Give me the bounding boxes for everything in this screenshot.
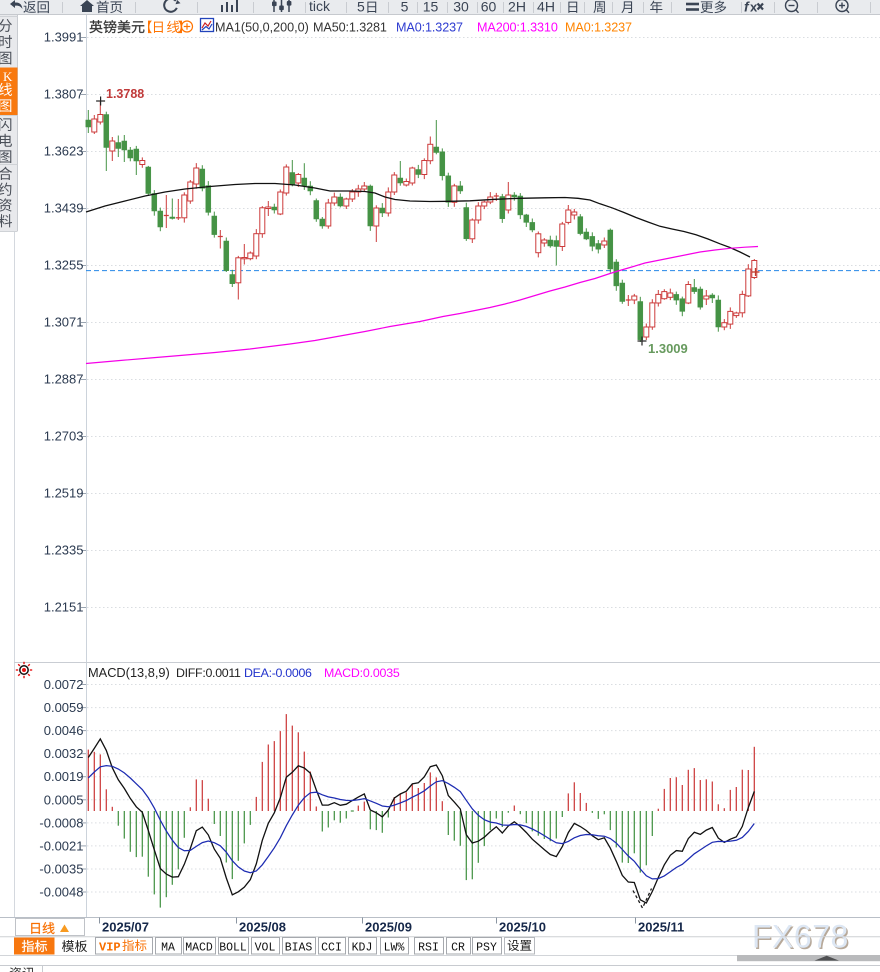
svg-text:5: 5 [357, 0, 365, 15]
svg-text:2025/10: 2025/10 [499, 920, 546, 935]
svg-text:1.2887: 1.2887 [44, 372, 84, 387]
svg-text:MACD(13,8,9): MACD(13,8,9) [88, 665, 170, 680]
svg-text:FX678: FX678 [754, 920, 851, 956]
svg-text:0.0059: 0.0059 [44, 700, 84, 715]
svg-text:1.3807: 1.3807 [44, 87, 84, 102]
svg-text:MA50:1.3281: MA50:1.3281 [313, 21, 387, 35]
svg-text:1.2519: 1.2519 [44, 486, 84, 501]
svg-text:1.3071: 1.3071 [44, 315, 84, 330]
svg-text:1.3623: 1.3623 [44, 144, 84, 159]
svg-text:DIFF:0.0011: DIFF:0.0011 [176, 666, 241, 680]
svg-text:4H: 4H [537, 0, 555, 15]
svg-text:MA: MA [161, 942, 175, 955]
svg-text:VIP: VIP [99, 941, 121, 955]
svg-text:0.0032: 0.0032 [44, 746, 84, 761]
svg-text:1.2335: 1.2335 [44, 543, 84, 558]
svg-text:MACD:0.0035: MACD:0.0035 [324, 666, 400, 680]
svg-text:-0.0035: -0.0035 [39, 862, 83, 877]
svg-text:1.3009: 1.3009 [648, 341, 688, 356]
svg-text:0.0005: 0.0005 [44, 792, 84, 807]
svg-text:K: K [3, 69, 13, 84]
svg-text:0.0019: 0.0019 [44, 769, 84, 784]
svg-text:1.2151: 1.2151 [44, 600, 84, 615]
svg-text:MA0:1.3237: MA0:1.3237 [565, 21, 632, 35]
svg-text:0.0072: 0.0072 [44, 677, 84, 692]
svg-text:CCI: CCI [321, 942, 342, 955]
svg-text:CR: CR [451, 942, 465, 955]
svg-text:2025/09: 2025/09 [365, 920, 412, 935]
svg-text:MA200:1.3310: MA200:1.3310 [477, 21, 558, 35]
svg-text:0.0046: 0.0046 [44, 723, 84, 738]
svg-text:-0.0048: -0.0048 [39, 885, 83, 900]
svg-text:2025/08: 2025/08 [239, 920, 286, 935]
svg-text:1.3788: 1.3788 [106, 87, 144, 101]
svg-text:1.2703: 1.2703 [44, 429, 84, 444]
svg-text:15: 15 [423, 0, 439, 15]
svg-text:PSY: PSY [476, 942, 497, 955]
svg-text:30: 30 [453, 0, 469, 15]
svg-text:BIAS: BIAS [285, 942, 313, 955]
svg-text:MACD: MACD [185, 942, 213, 955]
svg-text:60: 60 [481, 0, 497, 15]
svg-text:KDJ: KDJ [352, 942, 373, 955]
svg-text:1.3991: 1.3991 [44, 30, 84, 45]
svg-text:VOL: VOL [255, 942, 276, 955]
svg-text:-0.0021: -0.0021 [39, 838, 83, 853]
svg-text:1.3439: 1.3439 [44, 201, 84, 216]
svg-text:1.3255: 1.3255 [44, 258, 84, 273]
svg-text:2H: 2H [508, 0, 526, 15]
svg-text:2025/11: 2025/11 [638, 920, 684, 935]
svg-text:x: x [750, 0, 758, 15]
svg-text:BOLL: BOLL [219, 942, 247, 955]
svg-text:-0.0008: -0.0008 [39, 815, 83, 830]
svg-text:5: 5 [401, 0, 409, 15]
svg-text:f: f [744, 0, 750, 15]
svg-text:tick: tick [309, 0, 331, 14]
svg-text:2025/07: 2025/07 [102, 920, 149, 935]
svg-text:LW%: LW% [384, 942, 405, 955]
svg-text:MA0:1.3237: MA0:1.3237 [396, 21, 463, 35]
svg-text:RSI: RSI [418, 942, 439, 955]
svg-text:MA1(50,0,200,0): MA1(50,0,200,0) [215, 21, 309, 35]
svg-text:DEA:-0.0006: DEA:-0.0006 [244, 666, 312, 680]
